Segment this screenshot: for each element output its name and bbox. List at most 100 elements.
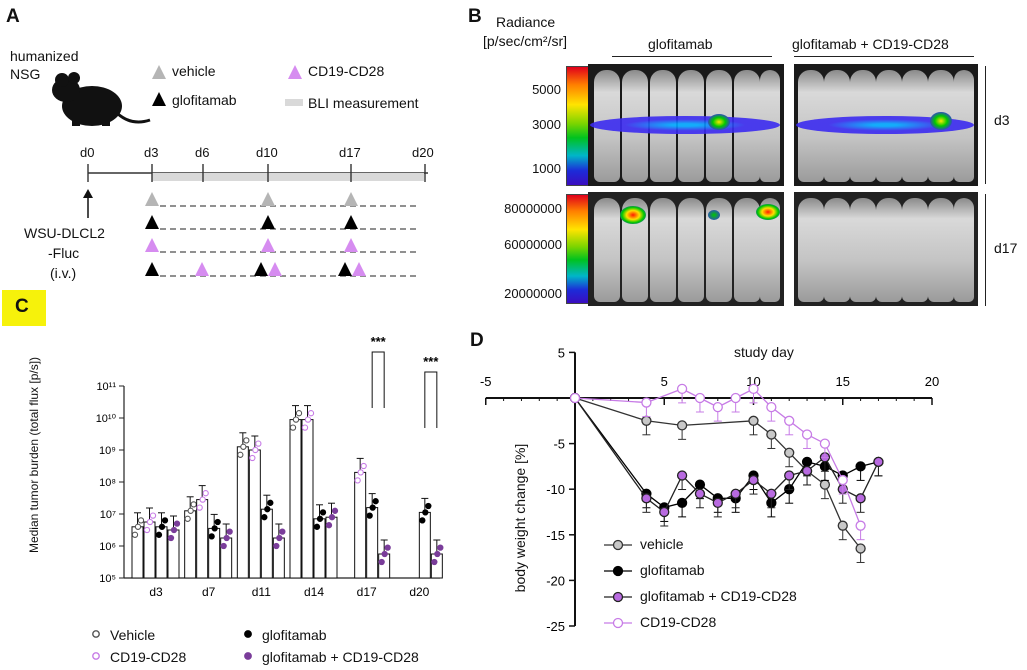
c-point: [199, 496, 206, 503]
c-point: [240, 443, 247, 450]
legend-c-glofitamab: glofitamab: [262, 627, 327, 643]
d-point: [712, 497, 723, 509]
d-point: [819, 438, 831, 449]
scale1-tick-5000: 5000: [532, 82, 561, 97]
c-point: [137, 517, 145, 524]
c-point: [419, 517, 426, 524]
d-point: [801, 429, 813, 440]
d-point: [676, 497, 688, 509]
d-point: [855, 461, 866, 472]
radiance-label-line1: Radiance: [496, 14, 556, 30]
chart-d-xlabel: study day: [734, 344, 794, 360]
c-point: [143, 526, 151, 534]
d-point: [659, 506, 670, 518]
legend-c-cd19: CD19-CD28: [110, 649, 187, 665]
c-point: [214, 518, 221, 526]
d-point: [784, 415, 795, 426]
legend-c-combo: glofitamab + CD19-CD28: [262, 649, 419, 665]
c-point: [173, 520, 181, 527]
d-point: [748, 474, 759, 486]
c-point: [422, 509, 429, 516]
d-point: [801, 456, 813, 467]
c-point: [384, 544, 391, 551]
d-point: [676, 470, 688, 481]
c-point: [196, 504, 203, 511]
c-ytick-label: 10⁷: [100, 509, 116, 521]
c-point: [425, 502, 432, 510]
d-ytick-label: -20: [546, 573, 565, 588]
c-sig-label: ***: [423, 354, 439, 369]
d-ytick-label: -15: [546, 528, 565, 543]
d-point: [766, 488, 777, 499]
model-line2: NSG: [10, 66, 41, 82]
scale2-tick-60000000: 60000000: [504, 237, 562, 252]
d-xtick-label: -5: [480, 374, 492, 389]
c-xtick-label: d3: [149, 585, 163, 599]
d-point: [676, 420, 688, 431]
c-point: [273, 542, 280, 550]
c-point: [431, 558, 438, 566]
d-legend-marker: [612, 539, 624, 551]
scale1-tick-1000: 1000: [532, 161, 561, 176]
radiance-label-line2: [p/sec/cm²/sr]: [483, 33, 568, 49]
panel-c-highlight: [2, 290, 46, 326]
c-point: [366, 512, 373, 519]
day-d3: d3: [144, 145, 159, 160]
bli-image-glofitamab-d3: [588, 64, 784, 186]
c-ytick-label: 10⁸: [99, 477, 116, 489]
c-legend-marker: [92, 652, 100, 660]
legend-vehicle: vehicle: [172, 63, 216, 79]
d-point: [730, 392, 741, 404]
c-point: [437, 544, 444, 551]
c-point: [252, 446, 259, 454]
d-point: [694, 488, 706, 499]
bli-image-glofitamab-d17: [588, 192, 784, 306]
c-point: [301, 424, 309, 431]
c-point: [304, 416, 312, 423]
d-point: [855, 493, 866, 504]
d-point: [873, 456, 884, 467]
c-point: [328, 514, 336, 521]
c-point: [208, 533, 215, 540]
c-point: [264, 506, 271, 513]
group2-label: glofitamab + CD19-CD28: [792, 36, 949, 52]
d-point: [694, 479, 706, 490]
legend-cd19: CD19-CD28: [308, 63, 385, 79]
panel-d-label: D: [470, 330, 484, 351]
c-point: [134, 523, 142, 530]
d-ytick-label: -10: [546, 482, 565, 497]
d-legend-marker: [612, 617, 624, 629]
c-xtick-label: d14: [304, 585, 324, 599]
d-point: [784, 447, 795, 458]
c-ytick-label: 10¹⁰: [96, 413, 117, 425]
legend-d-cd19: CD19-CD28: [640, 614, 717, 630]
c-point: [202, 490, 209, 497]
d-legend-marker: [612, 591, 624, 603]
c-point: [279, 528, 286, 535]
d-point: [855, 520, 866, 531]
c-point: [378, 558, 385, 566]
c-ytick-label: 10¹¹: [96, 381, 116, 393]
d-point: [748, 383, 759, 395]
legend-d-glofitamab: glofitamab: [640, 562, 705, 578]
d-series-line: [574, 397, 880, 513]
c-point: [319, 509, 327, 516]
c-point: [184, 515, 191, 522]
legend-bli: BLI measurement: [308, 95, 419, 111]
d-ytick-label: -25: [546, 619, 565, 634]
bli-image-combo-d3: [794, 64, 978, 186]
d-xtick-label: 20: [925, 374, 939, 389]
d-point: [641, 415, 652, 426]
d-point: [766, 401, 777, 413]
legend-glofitamab: glofitamab: [172, 92, 237, 108]
d-point: [712, 401, 723, 413]
c-sig-bracket: [424, 371, 438, 428]
c-point: [316, 515, 324, 522]
c-point: [381, 550, 388, 558]
legend-d-combo: glofitamab + CD19-CD28: [640, 588, 797, 604]
d-point: [676, 383, 688, 395]
c-point: [149, 512, 157, 519]
row-d3-label: d3: [994, 112, 1010, 128]
row-d17-label: d17: [994, 240, 1018, 256]
